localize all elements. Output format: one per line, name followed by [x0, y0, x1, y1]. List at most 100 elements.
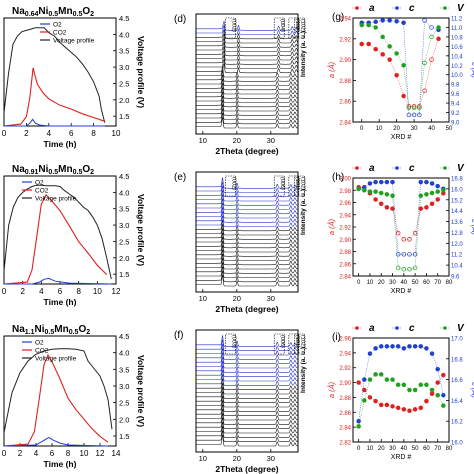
xrd-pattern — [196, 37, 299, 48]
x-tick-label: 0 — [2, 129, 7, 138]
data-point-v — [367, 189, 373, 194]
x-tick-label: 12 — [112, 287, 121, 296]
legend-label: Voltage profile — [35, 196, 77, 203]
x-tick-label: 8 — [66, 449, 71, 458]
y2-tick-label: 4.5 — [119, 332, 129, 341]
xrd-pattern — [196, 258, 298, 270]
series-line-c — [361, 19, 439, 116]
data-point-c — [384, 179, 390, 185]
x-tick-label: 10 — [199, 454, 207, 463]
xrd-pattern — [196, 365, 298, 378]
xrd-pattern — [196, 361, 298, 373]
x-tick-label: 10 — [367, 446, 374, 452]
y-tick-label: 2.88 — [339, 396, 351, 402]
data-point-v — [390, 193, 395, 198]
data-point-v — [424, 192, 429, 197]
data-point-v — [435, 189, 440, 194]
x-tick-label: 20 — [393, 126, 400, 132]
title-element: Mn — [58, 164, 72, 175]
title-element: Ni — [38, 164, 48, 175]
y2-tick-label: 10.8 — [451, 35, 463, 41]
peak-label-box — [273, 17, 285, 39]
y-tick-label: 2.94 — [339, 351, 351, 357]
data-point-v — [366, 22, 371, 28]
header-label: a — [369, 163, 375, 174]
xrd-pattern — [196, 207, 298, 219]
y2-tick-label: 9.8 — [451, 83, 460, 89]
x-tick-label: 10 — [199, 136, 207, 145]
x-axis-label: Time (h) — [44, 459, 77, 469]
xrd-pattern — [196, 426, 298, 438]
xrd-pattern — [196, 95, 298, 108]
data-point-v — [373, 372, 378, 377]
y2-tick-label: 16.2 — [451, 420, 463, 426]
xrd-pattern — [196, 417, 298, 430]
y2-tick-label: 2.0 — [119, 415, 129, 424]
series-line-a — [358, 374, 444, 412]
data-point-c — [406, 112, 412, 118]
peak-label: (102) — [300, 19, 306, 32]
plot-frame — [195, 13, 299, 135]
xrd-pattern — [196, 408, 298, 421]
x-tick-label: 30 — [411, 126, 418, 132]
data-point-v — [429, 190, 435, 196]
data-point-v — [359, 22, 364, 28]
x-tick-label: 10 — [80, 449, 89, 458]
data-point-a — [424, 398, 429, 404]
x-tick-label: 10 — [376, 126, 383, 132]
x-axis-label: XRD # — [391, 288, 412, 295]
data-point-c — [380, 18, 385, 23]
xrd-pattern — [196, 215, 298, 227]
x-tick-label: 4 — [47, 129, 52, 138]
x-tick-label: 20 — [233, 136, 241, 145]
data-point-a — [395, 405, 401, 411]
data-point-v — [373, 25, 378, 30]
data-point-a — [436, 36, 441, 42]
series-line-co2 — [3, 67, 105, 127]
x-axis-label: 2Theta (degree) — [215, 146, 278, 156]
y2-tick-label: 2.5 — [119, 399, 129, 408]
x-tick-label: 20 — [233, 294, 241, 303]
x-tick-label: 0 — [2, 449, 7, 458]
title-element: O — [82, 6, 90, 17]
x-tick-label: 6 — [69, 129, 74, 138]
xrd-pattern — [196, 236, 298, 249]
y2-tick-label: 4.0 — [119, 188, 129, 197]
xrd-pattern — [196, 253, 298, 266]
y2-tick-label: 10.4 — [451, 264, 463, 270]
x-axis-label: 2Theta (degree) — [215, 464, 278, 474]
xrd-pattern — [196, 219, 298, 232]
y-tick-label: 2.88 — [339, 79, 351, 85]
y-tick-label: 2.96 — [339, 201, 351, 207]
y2-tick-label: 1.5 — [119, 432, 129, 441]
y2-tick-label: 2.5 — [119, 237, 129, 246]
xrd-pattern — [196, 181, 298, 193]
panel-letter: (h) — [332, 172, 344, 183]
peak-label-box — [294, 175, 305, 197]
data-point-a — [401, 407, 407, 412]
y-axis-label: Intensity (a. u.) — [300, 189, 307, 235]
peak-label: (006) — [279, 177, 285, 190]
y2-tick-label: 10.4 — [451, 54, 463, 60]
data-point-c — [424, 346, 429, 351]
data-point-a — [441, 372, 446, 378]
xrd-pattern — [196, 348, 298, 360]
header-label: c — [409, 323, 415, 334]
series-line-a — [358, 186, 444, 240]
x-tick-label: 10 — [93, 287, 102, 296]
legend-label: CO2 — [53, 30, 67, 37]
xrd-pattern — [196, 58, 299, 69]
data-point-c — [378, 179, 384, 185]
xrd-pattern — [196, 194, 298, 206]
title-subscript: 2 — [90, 11, 94, 18]
xrd-pattern — [196, 378, 298, 391]
x-tick-label: 2 — [20, 287, 25, 296]
data-point-v — [378, 190, 384, 196]
xrd-pattern — [196, 430, 298, 443]
xrd-pattern — [196, 400, 298, 412]
title-element: Ni — [38, 6, 48, 17]
legend-label: O2 — [35, 180, 44, 187]
x-tick-label: 4 — [39, 287, 44, 296]
xrd-pattern — [196, 202, 298, 215]
data-point-a — [429, 201, 435, 206]
